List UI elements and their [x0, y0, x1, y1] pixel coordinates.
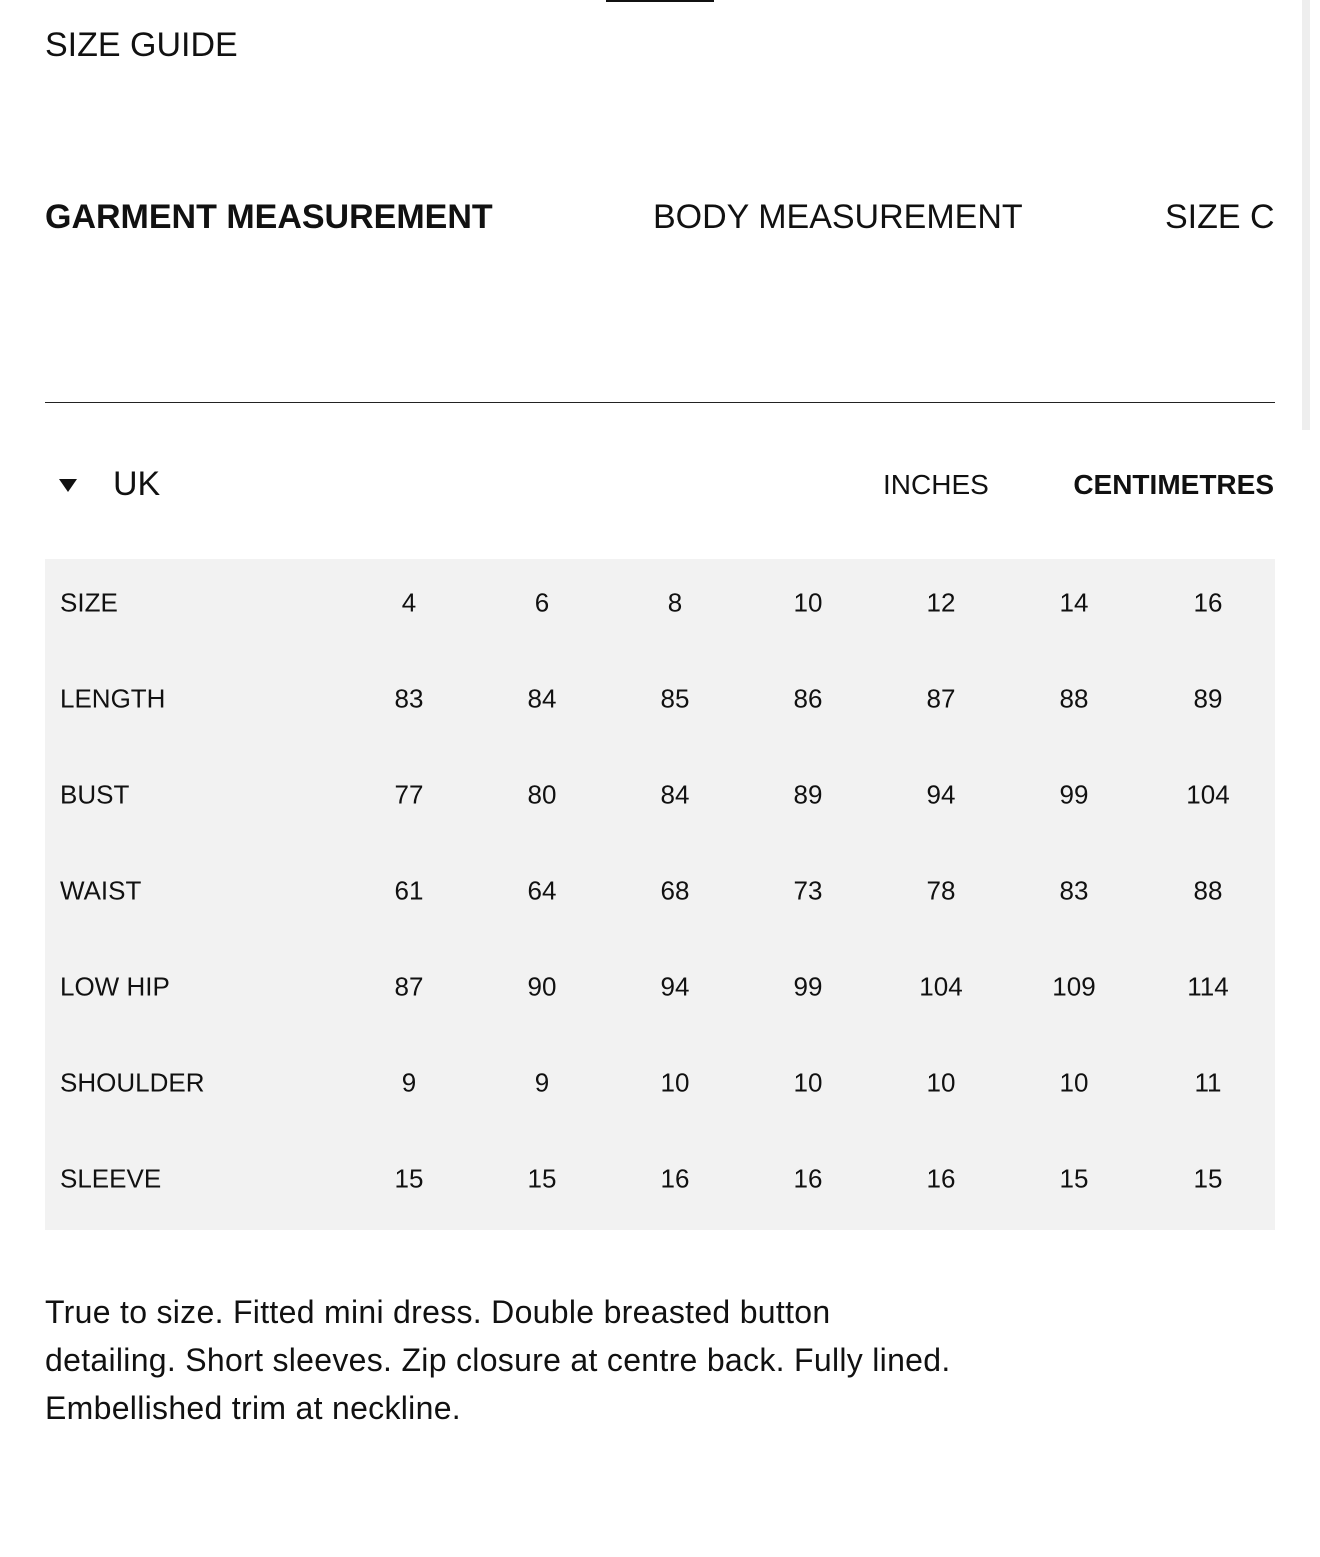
row-label: SLEEVE: [60, 1163, 162, 1194]
table-cell: 90: [527, 971, 557, 1002]
divider: [45, 402, 1275, 403]
table-cell: 61: [394, 875, 424, 906]
table-cell: 11: [1194, 1067, 1222, 1098]
description-line: detailing. Short sleeves. Zip closure at…: [45, 1342, 951, 1378]
table-cell: 80: [527, 779, 557, 810]
table-cell: 10: [926, 1067, 956, 1098]
table-cell: 9: [534, 1067, 550, 1098]
dropdown-arrow[interactable]: [59, 479, 77, 492]
table-cell: 4: [401, 587, 417, 618]
row-label: BUST: [60, 779, 130, 810]
region-select[interactable]: UK: [113, 465, 161, 503]
row-label: SIZE: [60, 587, 118, 618]
tab[interactable]: BODY MEASUREMENT: [653, 198, 1023, 236]
table-cell: 78: [926, 875, 956, 906]
table-cell: 64: [527, 875, 557, 906]
row-label: LOW HIP: [60, 971, 170, 1002]
table-cell: 104: [919, 971, 963, 1002]
table-cell: 73: [793, 875, 823, 906]
table-cell: 114: [1187, 971, 1229, 1002]
table-cell: 16: [793, 1163, 823, 1194]
table-cell: 85: [660, 683, 690, 714]
description-line: True to size. Fitted mini dress. Double …: [45, 1294, 831, 1330]
table-cell: 84: [527, 683, 557, 714]
tab[interactable]: SIZE C: [1165, 198, 1275, 236]
row-label: LENGTH: [60, 683, 166, 714]
table-cell: 15: [527, 1163, 557, 1194]
table-cell: 8: [667, 587, 683, 618]
table-cell: 104: [1186, 779, 1230, 810]
table-cell: 88: [1059, 683, 1089, 714]
unit-toggle[interactable]: CENTIMETRES: [1073, 469, 1274, 500]
table-cell: 16: [926, 1163, 956, 1194]
table-cell: 86: [793, 683, 823, 714]
table-cell: 89: [793, 779, 823, 810]
table-cell: 88: [1193, 875, 1223, 906]
table-cell: 87: [394, 971, 424, 1002]
table-cell: 87: [926, 683, 956, 714]
table-cell: 15: [394, 1163, 424, 1194]
size-table: SIZE 4 6 8 10 12 14 16 LENGTH 83 84 85 86 87 88 89 BUST 7…: [45, 559, 1275, 1230]
row-label: SHOULDER: [60, 1067, 205, 1098]
table-cell: 68: [660, 875, 690, 906]
table-cell: 15: [1193, 1163, 1223, 1194]
table-cell: 83: [394, 683, 424, 714]
table-cell: 15: [1059, 1163, 1089, 1194]
top-indicator: [606, 0, 714, 2]
description: True to size. Fitted mini dress. Double …: [45, 1288, 951, 1432]
table-cell: 10: [793, 1067, 823, 1098]
table-cell: 94: [660, 971, 690, 1002]
table-cell: 83: [1059, 875, 1089, 906]
table-cell: 77: [394, 779, 424, 810]
table-cell: 14: [1059, 587, 1089, 618]
row-label: WAIST: [60, 875, 142, 906]
table-cell: 84: [660, 779, 690, 810]
page-title: SIZE GUIDE: [45, 26, 238, 64]
table-cell: 94: [926, 779, 956, 810]
unit-toggle[interactable]: INCHES: [883, 469, 989, 500]
table-cell: 10: [660, 1067, 690, 1098]
table-cell: 12: [926, 587, 956, 618]
table-cell: 16: [660, 1163, 690, 1194]
table-cell: 109: [1052, 971, 1096, 1002]
table-cell: 9: [401, 1067, 417, 1098]
table-cell: 6: [534, 587, 550, 618]
table-cell: 10: [1059, 1067, 1089, 1098]
scrollbar: [1302, 0, 1310, 430]
description-line: Embellished trim at neckline.: [45, 1390, 461, 1426]
table-cell: 99: [1059, 779, 1089, 810]
tab[interactable]: GARMENT MEASUREMENT: [45, 198, 493, 236]
table-cell: 16: [1193, 587, 1223, 618]
tab-bar: GARMENT MEASUREMENT BODY MEASUREMENT SIZ…: [0, 180, 1276, 260]
table-cell: 10: [793, 587, 823, 618]
table-cell: 99: [793, 971, 823, 1002]
table-cell: 89: [1193, 683, 1223, 714]
